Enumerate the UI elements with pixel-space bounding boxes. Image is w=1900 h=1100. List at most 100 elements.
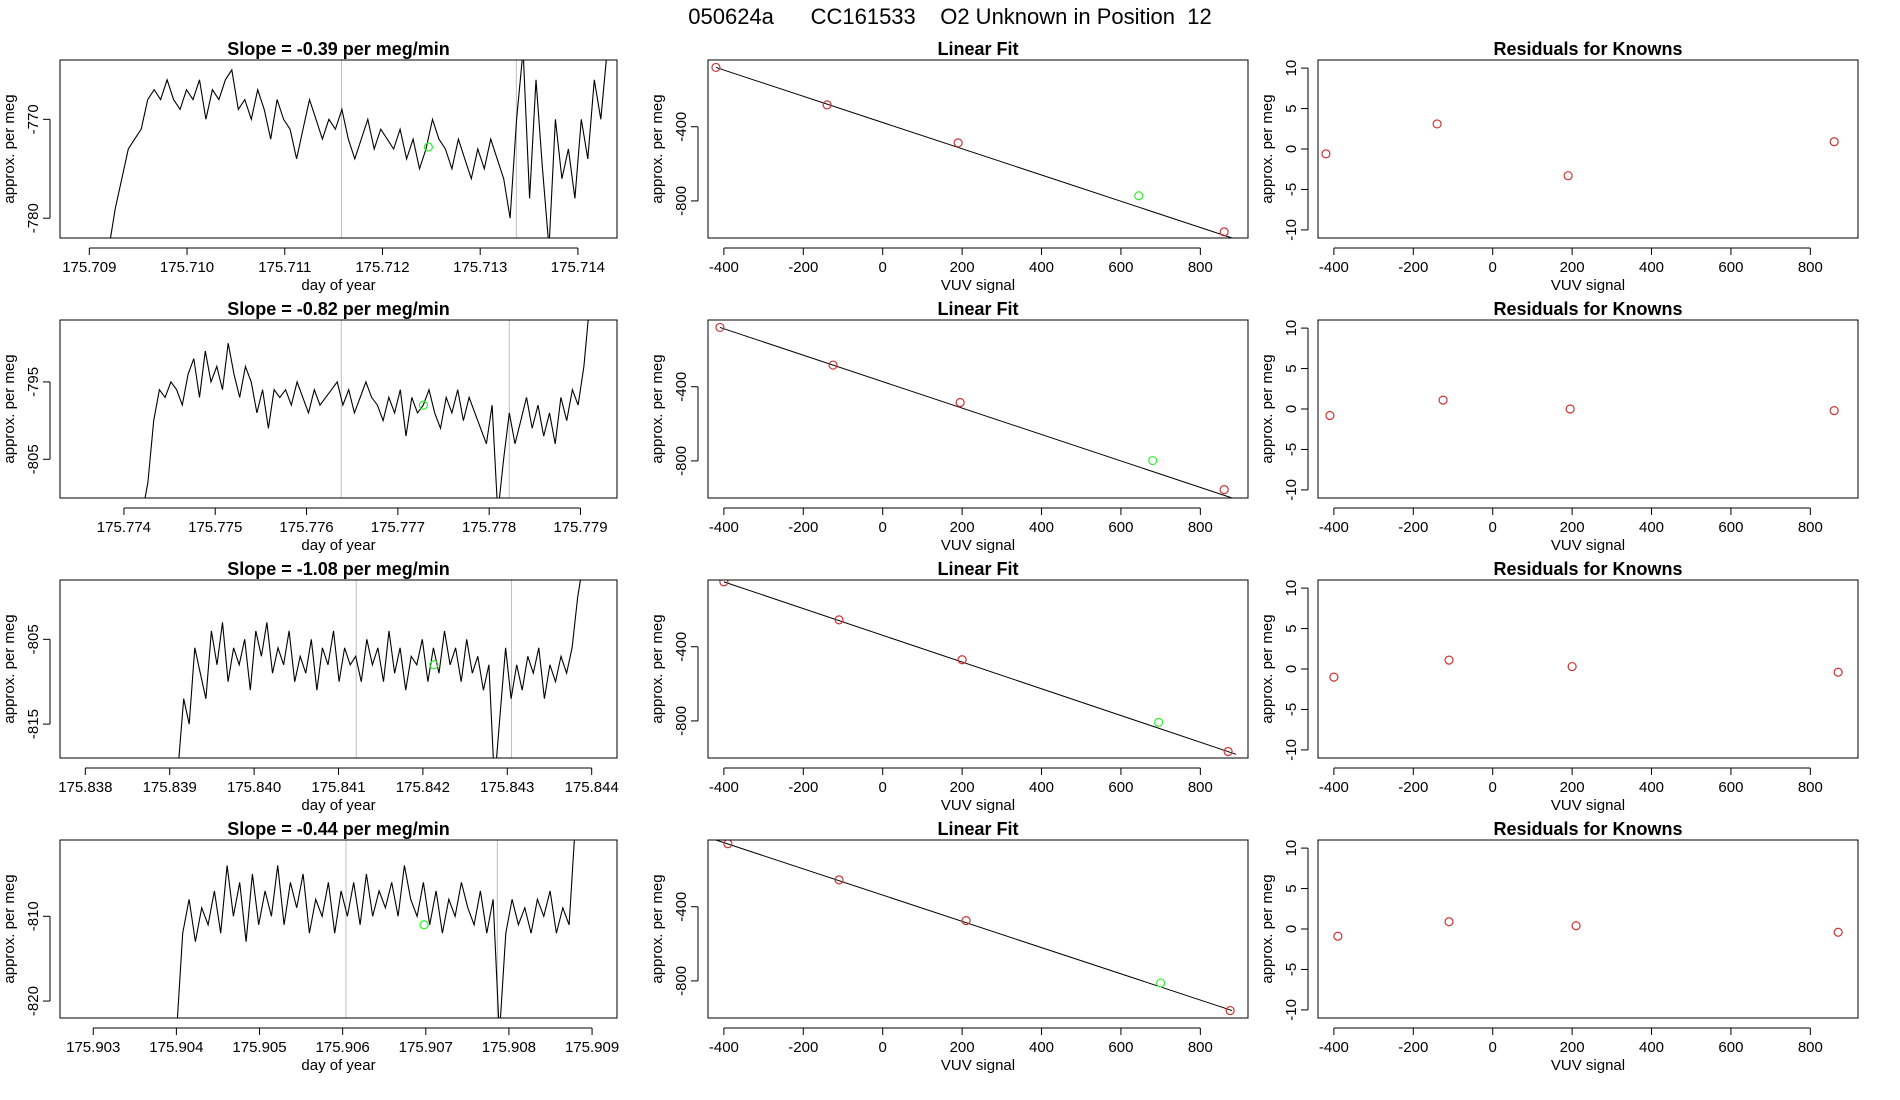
data-layer	[176, 840, 575, 1018]
plot-frame	[59, 59, 618, 239]
chart-title: Residuals for Knowns	[1493, 819, 1682, 839]
signal-series-line	[109, 60, 607, 238]
y-tick-label: -810	[25, 901, 42, 931]
fit-line	[715, 66, 1233, 238]
x-tick-label: -400	[709, 1039, 739, 1056]
y-tick-label: 10	[1283, 840, 1300, 857]
signal-series-line	[176, 840, 575, 1018]
y-tick-label: -815	[25, 709, 42, 739]
chart-linear-fit-row-2: Linear Fit -400 -200 0 200 400 600 800 VUV signa…	[649, 299, 1249, 554]
fit-line	[715, 840, 1233, 1012]
y-axis-label: approx. per meg	[1259, 874, 1276, 983]
residual-point	[1833, 667, 1843, 677]
x-tick-label: 600	[1718, 1039, 1743, 1056]
x-tick-label: 0	[879, 1039, 887, 1056]
x-tick-label: -400	[1319, 779, 1349, 796]
x-tick-label: 175.712	[355, 259, 409, 276]
data-layer	[144, 320, 589, 498]
x-tick-label: 175.777	[371, 519, 425, 536]
x-axis-label: VUV signal	[941, 1057, 1015, 1074]
data-layer	[1321, 119, 1839, 181]
chart-time-series-row-3: Slope = -1.08 per meg/min 175.838 175.839 1…	[1, 559, 619, 814]
x-tick-label: 200	[950, 259, 975, 276]
x-tick-label: 600	[1108, 519, 1133, 536]
x-tick-label: 200	[1560, 1039, 1585, 1056]
x-tick-label: 175.838	[58, 779, 112, 796]
chart-title: Residuals for Knowns	[1493, 299, 1682, 319]
x-tick-label: -400	[709, 519, 739, 536]
y-tick-label: 0	[1283, 665, 1300, 673]
x-tick-label: 800	[1798, 519, 1823, 536]
data-layer	[715, 840, 1235, 1016]
residual-point	[1333, 931, 1343, 941]
known-point	[834, 615, 844, 625]
x-axis-label: day of year	[301, 797, 375, 814]
unknown-marker	[423, 142, 434, 152]
data-layer	[1333, 917, 1843, 941]
y-axis-label: approx. per meg	[1259, 354, 1276, 463]
unknown-marker	[418, 400, 429, 410]
y-tick-label: 0	[1283, 405, 1300, 413]
x-tick-label: 175.843	[480, 779, 534, 796]
unknown-marker	[429, 660, 439, 670]
chart-title: Slope = -0.39 per meg/min	[227, 39, 450, 59]
y-axis-label: approx. per meg	[649, 354, 666, 463]
plot-frame	[59, 839, 618, 1019]
chart-residuals-row-4: Residuals for Knowns -400 -200 0 200 400 600 80…	[1259, 819, 1859, 1074]
y-tick-label: -5	[1283, 183, 1300, 196]
chart-title: Slope = -0.44 per meg/min	[227, 819, 450, 839]
known-point	[822, 100, 832, 110]
known-point	[715, 322, 725, 333]
x-tick-label: 400	[1639, 779, 1664, 796]
x-axis-label: VUV signal	[941, 277, 1015, 294]
x-tick-label: 400	[1639, 1039, 1664, 1056]
y-tick-label: 10	[1283, 320, 1300, 337]
x-tick-label: 175.907	[399, 1039, 453, 1056]
x-axis-label: VUV signal	[1551, 277, 1625, 294]
x-tick-label: 800	[1798, 1039, 1823, 1056]
x-tick-label: 175.714	[551, 259, 605, 276]
x-tick-label: 800	[1188, 1039, 1213, 1056]
residual-point	[1321, 149, 1331, 159]
residual-point	[1567, 661, 1577, 672]
y-tick-label: 5	[1283, 364, 1300, 372]
y-tick-label: 10	[1283, 580, 1300, 597]
x-tick-label: 200	[1560, 259, 1585, 276]
x-tick-label: 175.909	[565, 1039, 619, 1056]
y-tick-label: -400	[673, 632, 690, 662]
x-tick-label: 400	[1029, 259, 1054, 276]
x-tick-label: -200	[788, 259, 818, 276]
data-layer	[1329, 655, 1843, 682]
data-layer	[715, 322, 1233, 498]
y-tick-label: 10	[1283, 60, 1300, 77]
y-tick-label: -5	[1283, 703, 1300, 716]
chart-time-series-row-4: Slope = -0.44 per meg/min 175.903 175.904 1…	[1, 819, 619, 1074]
y-tick-label: -800	[673, 966, 690, 996]
y-axis-label: approx. per meg	[1259, 614, 1276, 723]
y-tick-label: -800	[673, 706, 690, 736]
x-tick-label: 0	[1489, 519, 1497, 536]
y-tick-label: -10	[1283, 479, 1300, 501]
signal-series-line	[178, 580, 582, 758]
chart-title: Linear Fit	[937, 559, 1018, 579]
y-tick-label: 0	[1283, 145, 1300, 153]
known-point	[957, 655, 967, 665]
known-point	[719, 580, 729, 587]
y-tick-label: -400	[673, 372, 690, 402]
known-point	[961, 916, 971, 926]
unknown-point	[1154, 717, 1164, 728]
x-tick-label: 175.713	[453, 259, 507, 276]
chart-title: Residuals for Knowns	[1493, 39, 1682, 59]
y-tick-label: -5	[1283, 963, 1300, 976]
x-tick-label: 175.842	[396, 779, 450, 796]
x-tick-label: 175.709	[62, 259, 116, 276]
x-tick-label: -200	[1398, 779, 1428, 796]
residual-point	[1444, 917, 1454, 927]
x-tick-label: 800	[1188, 259, 1213, 276]
x-tick-label: 600	[1108, 259, 1133, 276]
plot-frame	[1317, 839, 1859, 1019]
x-tick-label: 200	[950, 1039, 975, 1056]
chart-linear-fit-row-3: Linear Fit -400 -200 0 200 400 600 800 VUV signa…	[649, 559, 1249, 814]
y-tick-label: -805	[25, 624, 42, 654]
